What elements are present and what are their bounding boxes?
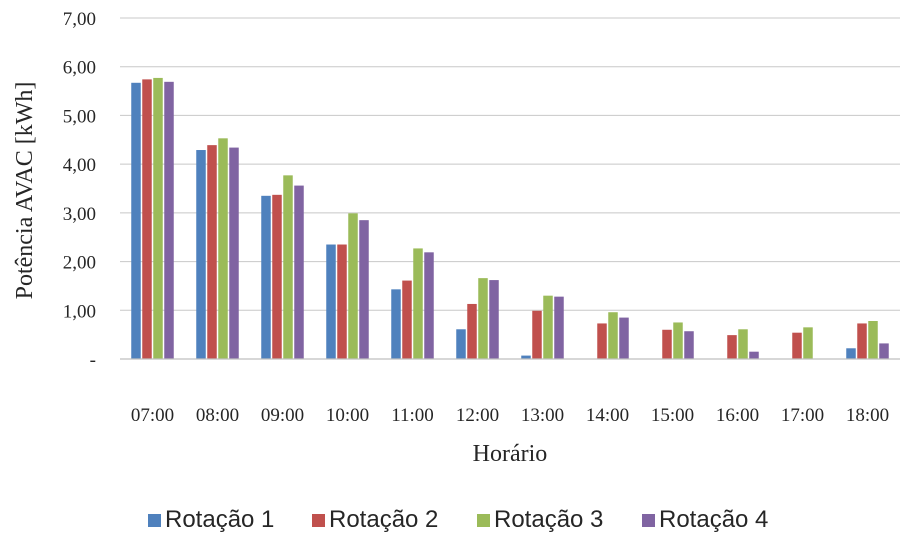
bar-2-1200 (467, 303, 477, 359)
legend-label: Rotação 2 (329, 506, 438, 533)
bar-4-1200 (489, 280, 499, 359)
legend-label: Rotação 3 (494, 506, 603, 533)
bar-4-1100 (424, 252, 434, 359)
bar-4-0900 (294, 185, 304, 359)
bar-2-1500 (662, 329, 672, 359)
x-tick-label: 16:00 (716, 405, 759, 426)
bar-1-0800 (196, 150, 206, 359)
x-tick-label: 17:00 (781, 405, 824, 426)
bar-3-0700 (153, 77, 163, 360)
legend-swatch (312, 514, 325, 527)
x-tick-label: 14:00 (586, 405, 629, 426)
bar-2-1300 (532, 310, 542, 359)
bar-2-0900 (272, 194, 282, 359)
x-tick-label: 12:00 (456, 405, 499, 426)
x-tick-label: 11:00 (391, 405, 434, 426)
y-axis-title: Potência AVAC [kWh] (12, 82, 38, 300)
bar-3-0800 (218, 138, 228, 359)
bar-1-1100 (391, 289, 401, 359)
legend-swatch (642, 514, 655, 527)
y-tick-label: 5,00 (63, 106, 96, 127)
bar-3-1700 (803, 327, 813, 359)
bar-2-1400 (597, 323, 607, 359)
y-tick-label: 7,00 (63, 9, 96, 30)
y-tick-label: 3,00 (63, 204, 96, 225)
x-axis-tick-labels: 07:00 08:00 09:00 10:00 11:00 12:00 13:00 14:00… (131, 405, 889, 426)
legend-label: Rotação 4 (659, 506, 768, 533)
legend-swatch (477, 514, 490, 527)
bar-1-1200 (456, 329, 466, 359)
bar-4-1800 (879, 343, 889, 359)
bar-2-1100 (402, 280, 412, 359)
x-tick-label: 09:00 (261, 405, 304, 426)
bar-1-0700 (131, 82, 141, 359)
bars (131, 77, 889, 360)
y-axis-tick-labels: - 1,00 2,00 3,00 4,00 5,00 6,00 7,00 (63, 9, 96, 371)
bar-3-1800 (868, 321, 878, 359)
bar-4-1400 (619, 317, 629, 359)
y-tick-label: 2,00 (63, 253, 96, 274)
y-tick-label: - (90, 350, 96, 371)
bar-4-1600 (749, 351, 759, 359)
bar-2-1800 (857, 323, 867, 359)
bar-3-1100 (413, 248, 423, 359)
bar-4-1300 (554, 296, 564, 359)
bar-1-0900 (261, 195, 271, 359)
bar-2-1700 (792, 332, 802, 359)
bar-3-1300 (543, 295, 553, 359)
y-tick-label: 4,00 (63, 155, 96, 176)
y-tick-label: 1,00 (63, 301, 96, 322)
bar-1-1300 (521, 355, 531, 359)
legend-swatch (148, 514, 161, 527)
bar-3-1000 (348, 213, 358, 359)
bar-3-1400 (608, 312, 618, 359)
bar-3-1200 (478, 278, 488, 359)
x-axis-title: Horário (473, 441, 548, 467)
x-tick-label: 13:00 (521, 405, 564, 426)
y-tick-label: 6,00 (63, 58, 96, 79)
bar-4-0800 (229, 147, 239, 359)
bar-2-1000 (337, 244, 347, 359)
legend-label: Rotação 1 (165, 506, 274, 533)
gridlines (120, 17, 900, 311)
x-tick-label: 18:00 (846, 405, 889, 426)
bar-3-1600 (738, 329, 748, 359)
bar-4-0700 (164, 81, 174, 359)
bar-3-0900 (283, 175, 293, 359)
legend: Rotação 1 Rotação 2 Rotação 3 Rotação 4 (148, 506, 768, 533)
x-tick-label: 10:00 (326, 405, 369, 426)
bar-1-1000 (326, 244, 336, 359)
bar-4-1000 (359, 220, 369, 359)
x-tick-label: 15:00 (651, 405, 694, 426)
bar-2-1600 (727, 335, 737, 359)
bar-2-0700 (142, 79, 152, 359)
bar-4-1500 (684, 331, 694, 359)
x-tick-label: 08:00 (196, 405, 239, 426)
bar-1-1800 (846, 348, 856, 359)
bar-2-0800 (207, 145, 217, 359)
bar-3-1500 (673, 322, 683, 359)
x-tick-label: 07:00 (131, 405, 174, 426)
